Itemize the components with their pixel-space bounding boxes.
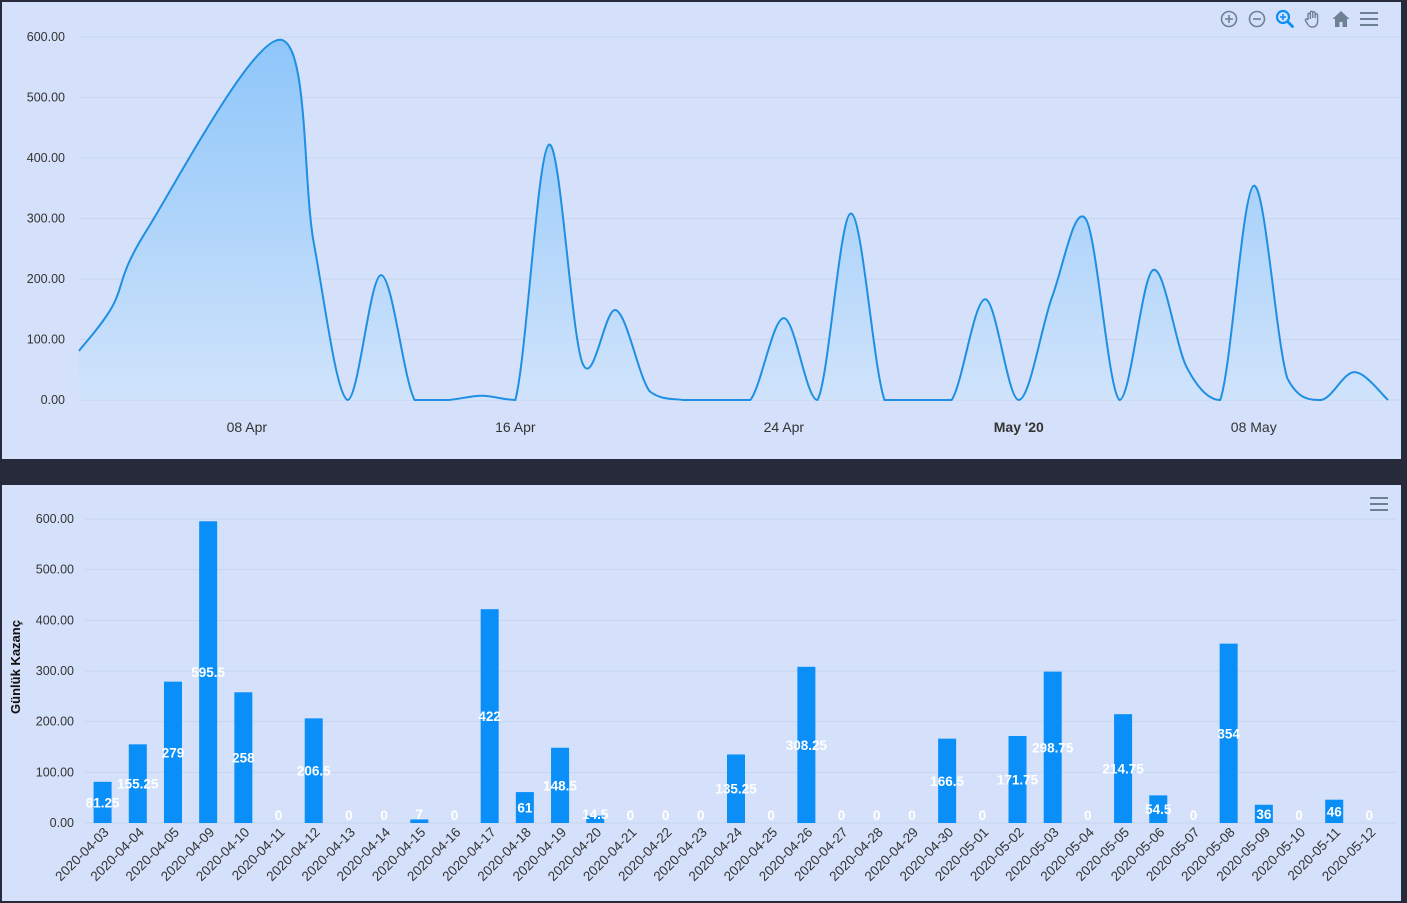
data-label: 0 (873, 808, 881, 823)
bar-chart-x-axis: 2020-04-032020-04-042020-04-052020-04-09… (52, 824, 1378, 884)
data-label: 0 (697, 808, 705, 823)
bar[interactable] (1219, 643, 1238, 823)
zoom-in-icon[interactable] (1217, 8, 1241, 30)
bar[interactable] (1043, 671, 1062, 823)
area-chart-toolbar (1217, 8, 1381, 30)
bar[interactable] (938, 738, 957, 823)
area-chart-y-axis: 0.00 100.00 200.00 300.00 400.00 500.00 600.00 (27, 30, 65, 407)
bar-chart: 0.00 100.00 200.00 300.00 400.00 500.00 600.00… (8, 512, 1397, 884)
data-label: 0 (838, 808, 846, 823)
y-tick-label: 300.00 (27, 212, 65, 226)
bar[interactable] (1254, 804, 1273, 823)
data-label: 155.25 (117, 777, 159, 792)
y-tick-label: 400.00 (36, 613, 74, 627)
y-tick-label: 300.00 (36, 664, 74, 678)
data-label: 0 (380, 808, 388, 823)
x-tick-label: May '20 (994, 419, 1044, 435)
data-label: 0 (1366, 808, 1374, 823)
data-label: 14.5 (582, 807, 609, 822)
area-chart-panel: 0.00 100.00 200.00 300.00 400.00 500.00 600.00… (2, 2, 1401, 459)
data-label: 81.25 (86, 795, 120, 810)
data-label: 0 (979, 808, 987, 823)
area-series-line (78, 38, 1389, 402)
bar[interactable] (304, 718, 323, 823)
area-chart: 0.00 100.00 200.00 300.00 400.00 500.00 600.00… (27, 30, 1400, 435)
data-label: 206.5 (297, 764, 331, 779)
data-label: 308.25 (786, 738, 828, 753)
menu-icon[interactable] (1367, 493, 1391, 515)
bar[interactable] (480, 609, 499, 823)
data-label: 0 (451, 808, 459, 823)
bar[interactable] (1325, 799, 1344, 823)
data-label: 0 (627, 808, 635, 823)
y-tick-label: 500.00 (27, 91, 65, 105)
data-label: 595.5 (191, 665, 225, 680)
menu-icon[interactable] (1357, 8, 1381, 30)
bar-chart-toolbar (1367, 493, 1391, 515)
data-label: 36 (1256, 807, 1272, 822)
data-label: 135.25 (715, 782, 757, 797)
data-label: 171.75 (997, 772, 1039, 787)
y-tick-label: 500.00 (36, 563, 74, 577)
y-tick-label: 600.00 (27, 30, 65, 44)
x-tick-label: 08 Apr (227, 419, 268, 435)
bar[interactable] (797, 666, 816, 823)
bar-chart-panel: 0.00 100.00 200.00 300.00 400.00 500.00 600.00… (2, 485, 1401, 901)
x-tick-label: 16 Apr (495, 419, 536, 435)
y-tick-label: 0.00 (50, 816, 74, 830)
bar[interactable] (727, 754, 745, 823)
data-label: 279 (162, 745, 185, 760)
x-tick-label: 08 May (1231, 419, 1277, 435)
data-label: 7 (416, 807, 424, 822)
pan-hand-icon[interactable] (1301, 8, 1325, 30)
y-tick-label: 200.00 (36, 715, 74, 729)
area-series-fill (79, 39, 1388, 400)
data-label: 0 (662, 808, 670, 823)
bar-series (93, 521, 1344, 823)
data-label: 0 (1190, 808, 1198, 823)
zoom-out-icon[interactable] (1245, 8, 1269, 30)
data-label: 214.75 (1102, 762, 1144, 777)
bar-chart-y-axis-title: Günlük Kazanç (8, 620, 23, 714)
bar[interactable] (93, 781, 112, 823)
y-tick-label: 0.00 (41, 393, 65, 407)
bar[interactable] (234, 692, 253, 823)
data-label: 258 (232, 751, 255, 766)
data-label: 0 (1295, 808, 1303, 823)
y-tick-label: 200.00 (27, 272, 65, 286)
home-reset-icon[interactable] (1329, 8, 1353, 30)
bar[interactable] (410, 819, 429, 823)
data-label: 0 (1084, 808, 1092, 823)
bar[interactable] (1114, 714, 1133, 823)
bar[interactable] (586, 815, 605, 823)
x-tick-label: 24 Apr (764, 419, 805, 435)
bar[interactable] (1008, 735, 1027, 823)
data-label: 0 (275, 808, 283, 823)
bar-data-labels: 81.25 155.25 279 595.5 258 0 206.5 0 0 7 0 422 61 148… (86, 665, 1373, 823)
bar[interactable] (1149, 795, 1168, 823)
bar[interactable] (551, 747, 570, 823)
y-tick-label: 600.00 (36, 512, 74, 526)
bar[interactable] (128, 744, 147, 823)
y-tick-label: 100.00 (36, 765, 74, 779)
data-label: 0 (908, 808, 916, 823)
data-label: 0 (345, 808, 353, 823)
bar[interactable] (163, 681, 182, 823)
data-label: 298.75 (1032, 740, 1074, 755)
data-label: 354 (1217, 726, 1240, 741)
data-label: 46 (1327, 804, 1343, 819)
data-label: 148.5 (543, 778, 577, 793)
area-chart-x-axis: 08 Apr 16 Apr 24 Apr May '20 08 May (227, 419, 1277, 435)
bar-chart-y-axis: 0.00 100.00 200.00 300.00 400.00 500.00 600.00 (36, 512, 74, 830)
y-tick-label: 400.00 (27, 151, 65, 165)
data-label: 61 (517, 801, 533, 816)
data-label: 0 (767, 808, 775, 823)
data-label: 54.5 (1145, 802, 1172, 817)
bar[interactable] (199, 521, 218, 823)
y-tick-label: 100.00 (27, 333, 65, 347)
selection-zoom-icon[interactable] (1273, 8, 1297, 30)
bar[interactable] (515, 792, 534, 823)
data-label: 166.5 (930, 774, 964, 789)
data-label: 422 (478, 709, 501, 724)
